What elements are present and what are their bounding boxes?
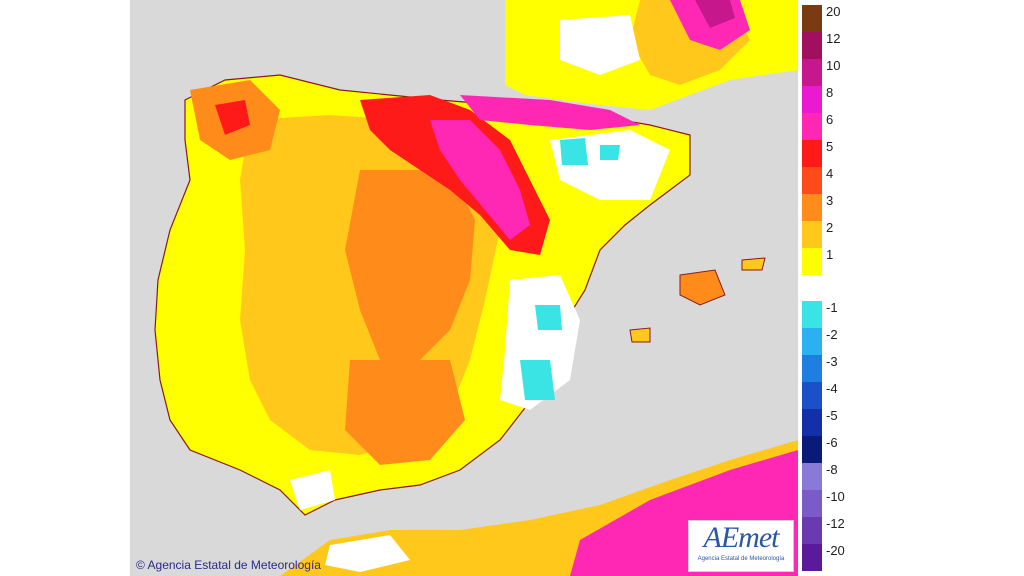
legend-tick-label: 12 [826,30,841,46]
legend-swatch [802,328,822,356]
legend-swatch [802,274,822,302]
map-canvas [154,0,798,576]
legend-tick-label: 1 [826,246,834,262]
legend-tick-label: 20 [826,4,841,19]
legend-swatch [802,5,822,32]
legend-tick-label: 6 [826,111,834,127]
legend-swatch [802,544,822,572]
legend-swatch [802,463,822,491]
legend-swatch [802,517,822,545]
legend-swatch [802,355,822,383]
aemet-logo: AEmet Agencia Estatal de Meteorología [688,520,794,572]
legend-swatch [802,112,822,140]
legend-tick-label: -20 [826,543,845,559]
legend-tick-label: 2 [826,219,834,235]
central-hot-region [345,170,475,360]
legend-tick-label: -2 [826,327,838,343]
legend-swatch [802,382,822,410]
legend-tick-label: -3 [826,354,838,370]
legend-swatch [802,490,822,518]
legend-tick-label: 5 [826,138,834,154]
ibiza [629,327,651,343]
legend-tick-label: -1 [826,300,838,316]
legend-tick-label: 8 [826,84,834,100]
color-scale-legend: 20 12 10 8 6 5 4 3 2 1 -1 -2 -3 -4 -5 -6 -8 -10 -12 -20 [800,4,860,572]
legend-tick-label: -8 [826,462,838,478]
copyright-notice: © Agencia Estatal de Meteorología [136,558,321,572]
logo-subtitle: Agencia Estatal de Meteorología [697,556,785,562]
legend-swatch [802,409,822,437]
legend-swatch [802,139,822,167]
valencia-cyan [535,305,562,330]
southwest-white [290,470,335,510]
legend-tick-label: -5 [826,408,838,424]
france-white-zone [560,15,640,75]
logo-mark: AEmet [703,521,780,554]
catalonia-cyan-2 [600,145,620,160]
menorca [741,257,766,271]
legend-swatch [802,193,822,221]
murcia-cyan [520,360,555,400]
legend-tick-label: -12 [826,516,845,532]
legend-tick-label: 4 [826,165,834,181]
south-hot-region [345,360,465,465]
legend-tick-label: 10 [826,57,841,73]
legend-tick-label: -6 [826,435,838,451]
legend-swatch [802,301,822,329]
legend-tick-label: 3 [826,192,834,208]
north-africa-white [325,535,410,572]
northwest-red-spot [215,100,250,135]
ebro-magenta-region [430,120,530,240]
legend-swatch [802,58,822,86]
legend-tick-label: -10 [826,489,845,505]
catalonia-cyan-1 [560,138,588,165]
france-purple-zone [695,0,735,28]
legend-swatch [802,31,822,59]
mallorca [679,269,726,306]
legend-swatch [802,166,822,194]
legend-tick-label: -4 [826,381,838,397]
legend-swatch [802,247,822,275]
legend-swatch [802,85,822,113]
anomaly-map: © Agencia Estatal de Meteorología AEmet … [130,0,798,576]
pyrenees-magenta [460,95,640,130]
legend-swatch [802,436,822,464]
legend-swatch [802,220,822,248]
